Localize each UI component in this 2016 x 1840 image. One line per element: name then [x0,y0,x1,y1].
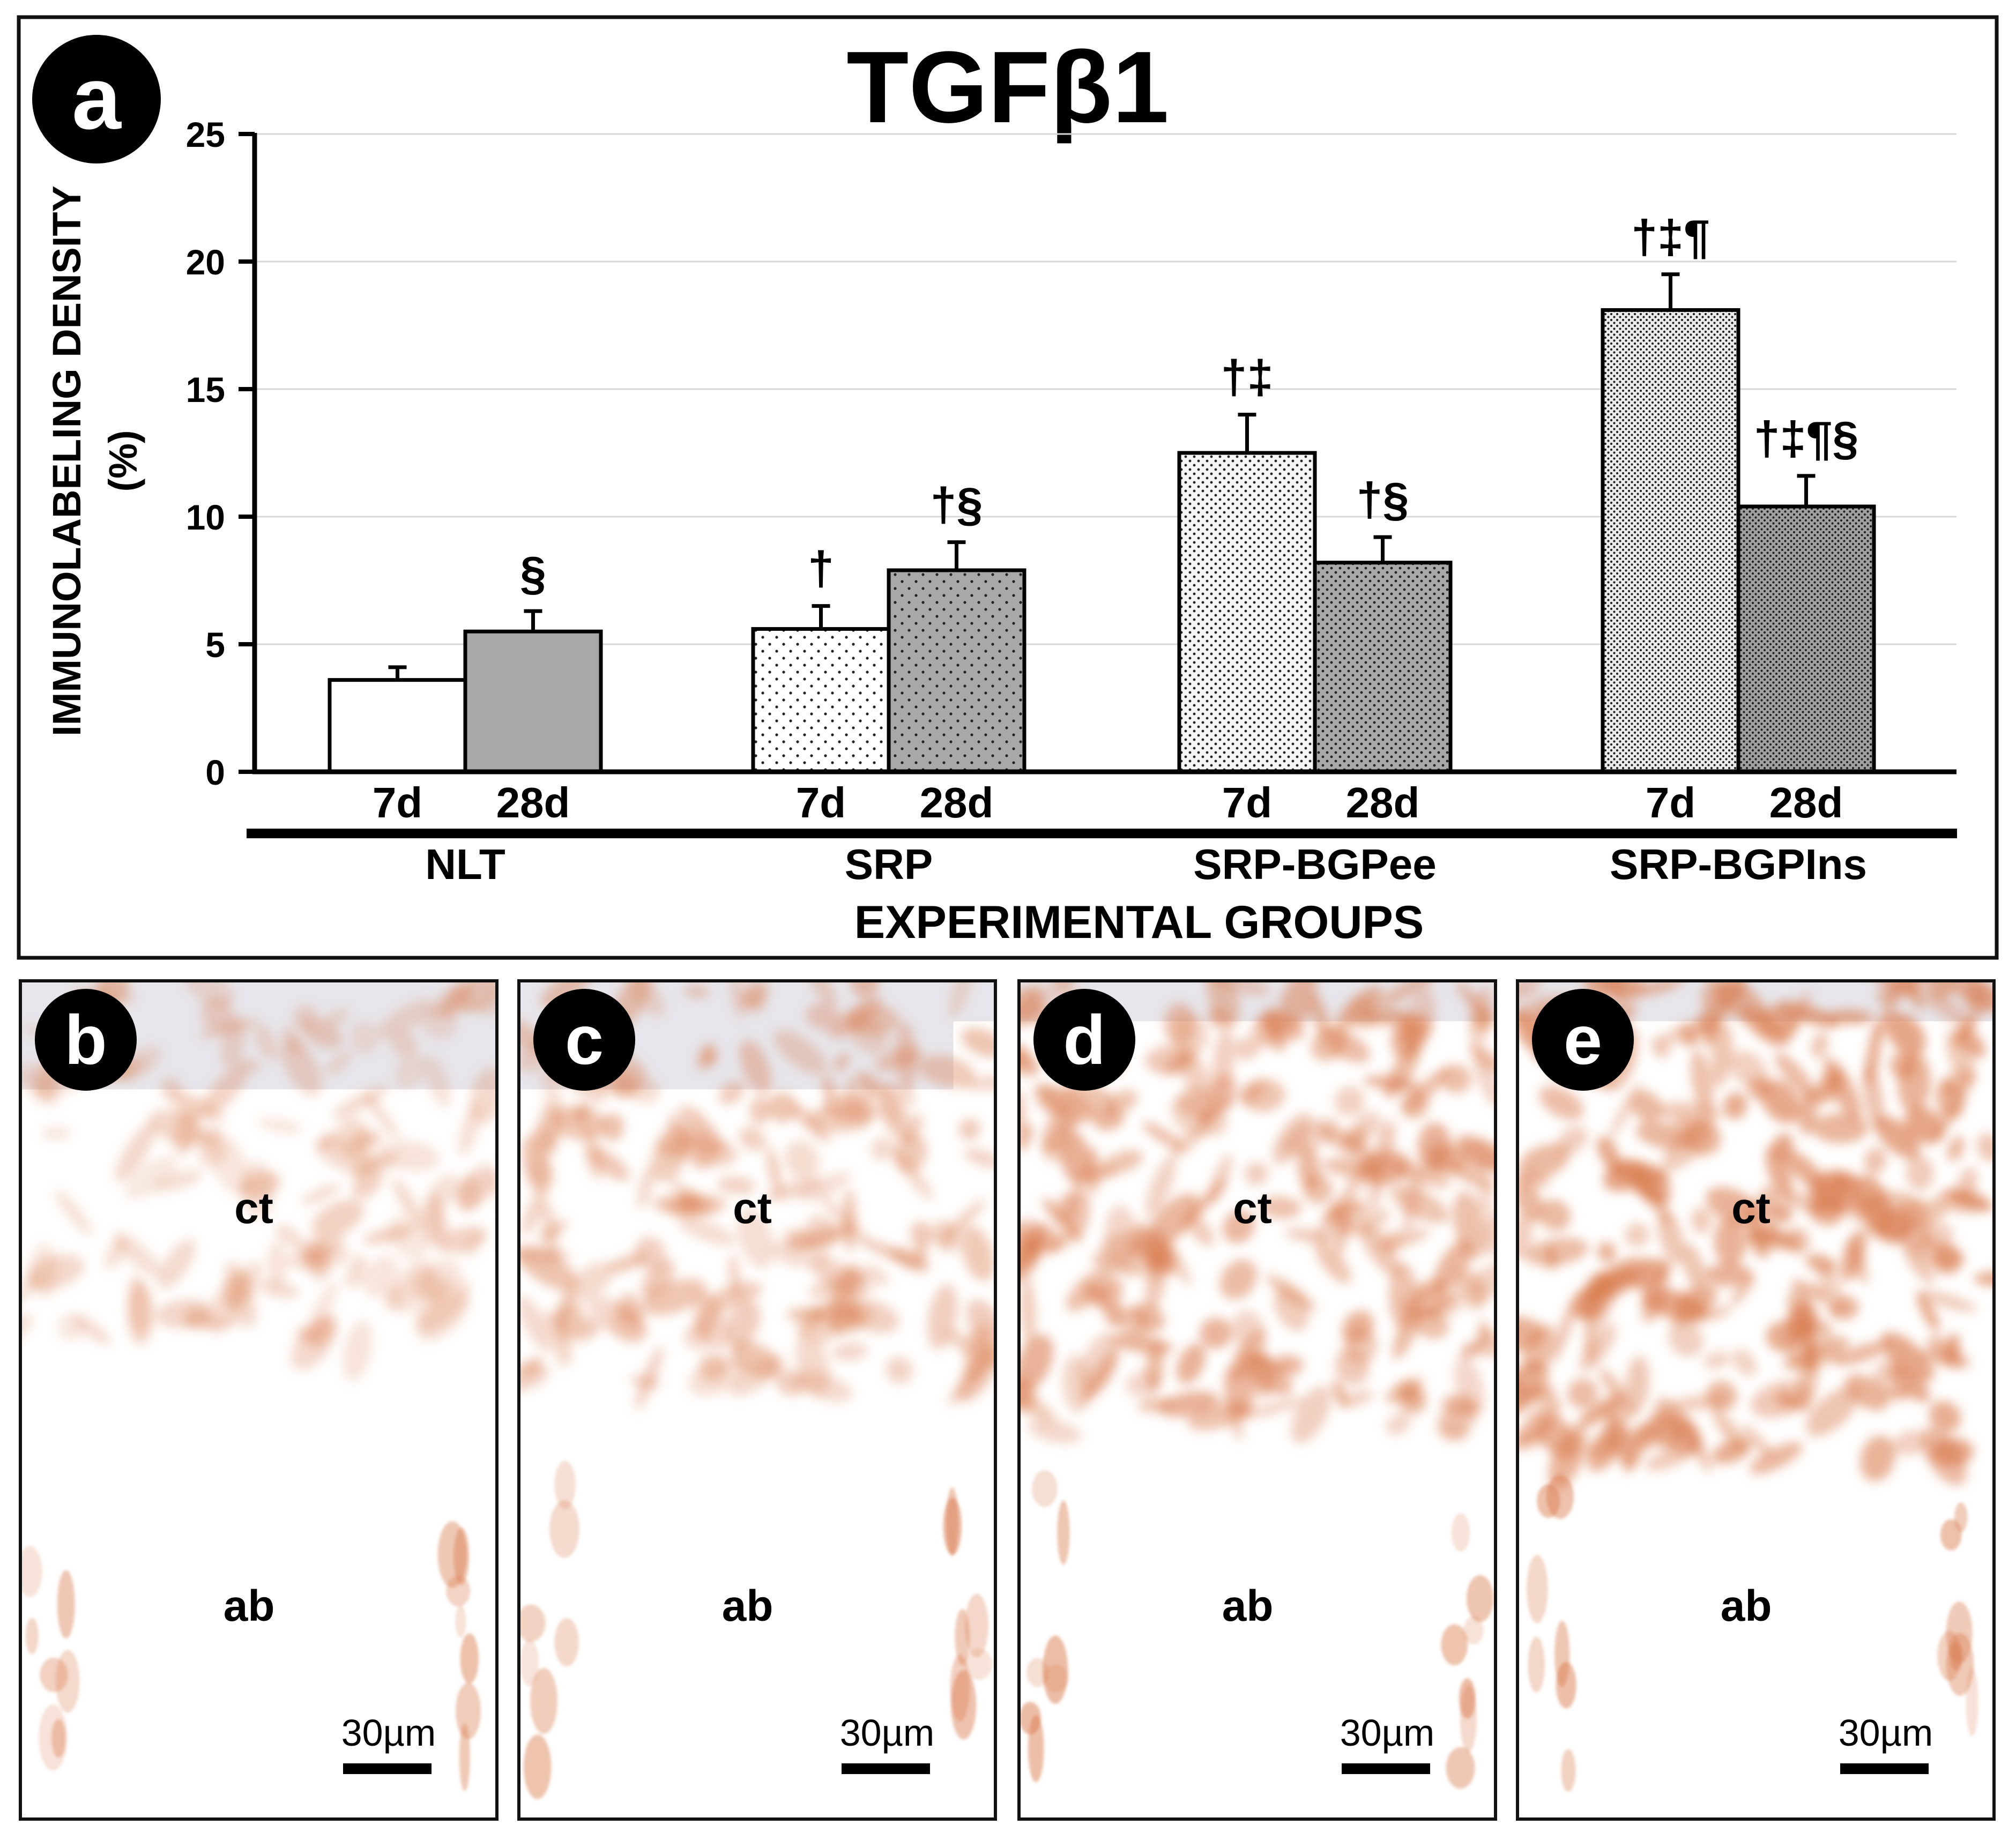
x-tick-label: 28d [1769,779,1843,826]
y-tick-label: 0 [205,753,225,792]
panel-label: e [1564,1001,1602,1079]
chart-title: TGFβ1 [846,31,1169,144]
y-tick-label: 25 [186,115,225,154]
x-tick-label: 28d [496,779,570,826]
significance-mark: †§ [931,478,983,531]
micrograph-panel-d: d ct ab 30µm [1017,979,1497,1821]
region-label-ab: ab [224,1582,275,1630]
bar-srp-28d [889,570,1024,772]
panel-label: c [565,1001,604,1079]
region-label-ct: ct [733,1184,772,1233]
significance-mark: †‡¶ [1631,210,1710,263]
bar-srp-bgpee-28d [1315,563,1450,772]
scale-bar-label: 30µm [341,1712,436,1754]
y-tick-label: 5 [205,625,225,665]
x-tick-label: 28d [920,779,994,826]
region-label-ab: ab [1721,1582,1772,1630]
scale-bar-label: 30µm [1340,1712,1435,1754]
group-label: SRP [845,840,933,888]
bar-srp-bgpins-28d [1738,506,1874,772]
region-label-ab: ab [722,1582,773,1630]
region-label-ct: ct [1233,1184,1272,1233]
region-label-ct: ct [234,1184,273,1233]
region-label-ct: ct [1731,1184,1770,1233]
y-axis-label-line1: IMMUNOLABELING DENSITY [44,185,89,736]
y-tick-label: 20 [186,242,225,282]
panel-label: b [64,1001,107,1079]
significance-mark: †§ [1357,473,1409,526]
significance-mark: †‡ [1221,351,1274,404]
x-tick-label: 28d [1346,779,1420,826]
x-axis-title: EXPERIMENTAL GROUPS [854,897,1424,948]
bar-srp-bgpee-7d [1179,453,1315,772]
micrograph-panel-b: b ct ab 30µm [19,979,499,1821]
x-tick-label: 7d [796,779,846,826]
x-tick-label: 7d [1222,779,1272,826]
panel-a-label-text: a [72,49,122,147]
y-tick-label: 15 [186,370,225,409]
y-axis-label-line2: (%) [101,430,145,491]
x-tick-label: 7d [1646,779,1695,826]
group-label: SRP-BGPee [1193,840,1436,888]
bar-nlt-7d [330,680,465,772]
significance-mark: †‡¶§ [1754,412,1859,465]
tissue-background [19,979,499,1821]
panel-label: d [1063,1001,1105,1079]
significance-mark: § [520,547,546,600]
group-label: NLT [425,840,505,888]
bar-srp-bgpins-7d [1603,310,1738,772]
y-tick-label: 10 [186,497,225,537]
bar-srp-7d [753,629,889,772]
x-tick-label: 7d [373,779,422,826]
region-label-ab: ab [1222,1582,1274,1630]
scale-bar-label: 30µm [840,1712,935,1754]
micrograph-panel-e: e ct ab 30µm [1516,979,1996,1821]
bar-nlt-28d [465,631,601,772]
significance-mark: † [808,542,834,595]
micrograph-panel-c: c ct ab 30µm [517,979,997,1821]
panel-a-label: a [32,35,161,163]
scale-bar-label: 30µm [1839,1712,1933,1754]
group-label: SRP-BGPIns [1610,840,1867,888]
